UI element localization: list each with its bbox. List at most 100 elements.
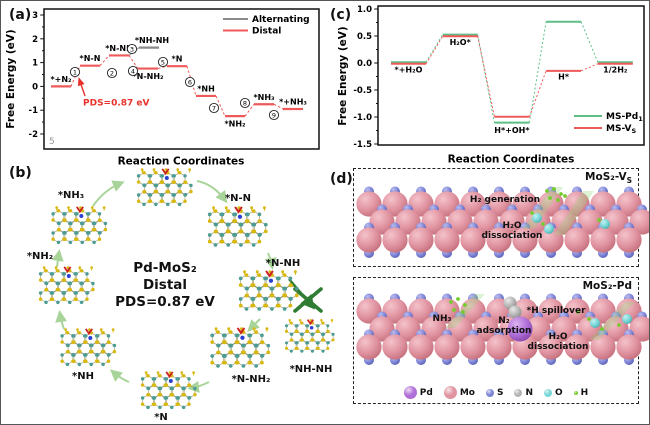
structure-thumbnail-nh3 — [47, 206, 112, 248]
svg-text:*N-N: *N-N — [80, 54, 101, 63]
svg-text:7: 7 — [212, 104, 216, 112]
annotation-h2o-dissociation: H₂O dissociation — [481, 221, 543, 241]
svg-text:*NH: *NH — [197, 84, 215, 93]
legend-item-s: S — [485, 387, 504, 398]
mos2-vs-slab-rendering — [356, 186, 649, 258]
mos2-pd-slab-rendering — [356, 293, 649, 365]
annotation-h2-generation: H₂ generation — [469, 195, 541, 205]
svg-text:3: 3 — [130, 45, 134, 53]
legend-item-h: H — [573, 387, 589, 398]
structure-label: *N — [154, 412, 168, 423]
svg-text:0.5: 0.5 — [357, 32, 372, 42]
h-atom-icon — [573, 390, 578, 395]
mos2-lattice-icon — [210, 327, 271, 368]
mo-atom-icon — [443, 386, 457, 399]
state-label: H* — [558, 73, 570, 82]
mos2-lattice-icon — [140, 371, 197, 410]
state-label: H₂O* — [450, 38, 472, 47]
structure-thumbnail-n — [135, 371, 203, 413]
legend-item-n: N — [514, 388, 533, 398]
legend-label: H — [580, 387, 589, 398]
legend-item-o: O — [544, 388, 563, 398]
svg-text:*+N₂: *+N₂ — [50, 75, 72, 84]
cycle-arrows — [51, 180, 277, 393]
svg-text:9: 9 — [272, 111, 276, 119]
svg-text:MS-VS: MS-VS — [606, 124, 636, 135]
svg-text:*N-NH: *N-NH — [105, 44, 133, 53]
cycle-pds: PDS=0.87 eV — [115, 294, 215, 310]
svg-text:1.0: 1.0 — [357, 5, 372, 15]
legend-label: S — [496, 387, 504, 398]
svg-text:MS-Pd1: MS-Pd1 — [606, 112, 643, 123]
panel-label-a: (a) — [9, 7, 32, 23]
cycle-title: Pd-MoS₂ — [133, 260, 197, 276]
legend-label: Mo — [459, 387, 475, 398]
mos2-lattice-icon — [284, 319, 335, 353]
svg-text:*NH₂: *NH₂ — [224, 120, 246, 129]
svg-text:0.0: 0.0 — [357, 59, 372, 69]
annotation-h-spillover: *H spillover — [526, 306, 586, 316]
arrow-nh3-to-catalyst — [92, 180, 125, 207]
structure-thumbnail-nhnh — [284, 315, 336, 360]
structure-label: *NH₃ — [57, 190, 85, 201]
pd-atom-icon — [403, 386, 417, 399]
series-MS-V — [391, 35, 633, 118]
svg-text:1: 1 — [73, 68, 77, 76]
state-label: *+H₂O — [395, 66, 423, 75]
arrow-n-to-nh — [109, 369, 130, 383]
y-axis-label-c: Free Energy (eV) — [337, 26, 349, 125]
series-distal: *+N₂ *N-N *N-NH *N-NH₂ *N *NH *NH₂ *NH₃ *+NH₃ — [50, 44, 307, 129]
svg-text:1: 1 — [32, 59, 38, 69]
arrow-nh2-to-nh3 — [51, 249, 64, 268]
panel-label-c: (c) — [330, 7, 352, 23]
arrow-nn-to-nnh — [264, 252, 277, 270]
structure-label: *N-NH — [265, 258, 301, 269]
series-MS-Pd — [391, 20, 633, 124]
structure-thumbnail-nh2 — [35, 266, 99, 308]
arrow-nnh-to-nnh2 — [247, 318, 261, 332]
mos2-pd-box: MoS₂-Pd NH₃ N₂ adsorption *H spillover H… — [353, 277, 649, 404]
svg-text:-2: -2 — [29, 130, 39, 140]
reaction-cycle-arrows — [51, 180, 323, 393]
svg-text:*+NH₃: *+NH₃ — [279, 98, 307, 107]
legend-label: O — [555, 387, 563, 398]
svg-text:0: 0 — [32, 82, 38, 92]
state-label: H*+OH* — [494, 126, 530, 135]
structure-thumbnail-catalyst — [134, 168, 196, 210]
mos2-lattice-icon — [207, 206, 268, 247]
slab-title-sub: S — [626, 176, 632, 186]
mos2-lattice-icon — [38, 266, 95, 305]
mos2-lattice-icon — [51, 206, 108, 245]
free-energy-diagram-nrr: 3 2 1 0 -1 -2 Free Energy (eV) Reaction Coordin… — [5, 8, 320, 168]
axes-a: 3 2 1 0 -1 -2 — [29, 8, 320, 150]
svg-text:8: 8 — [243, 99, 247, 107]
annotation-n2-adsorption: N₂ adsorption — [476, 316, 532, 336]
svg-text:3: 3 — [32, 11, 38, 21]
svg-text:*N-NH₂: *N-NH₂ — [132, 72, 164, 81]
axes-c: 1.0 0.5 0.0 -0.5 -1.0 -1.5 — [353, 5, 645, 150]
structure-thumbnail-nn — [206, 206, 270, 251]
svg-text:*NH₃: *NH₃ — [253, 93, 275, 102]
cycle-center-text: Pd-MoS₂ Distal PDS=0.87 eV — [107, 260, 223, 311]
panel-label-b: (b) — [9, 165, 32, 181]
legend-item-pd: Pd — [403, 386, 433, 399]
slab-title-mos2-vs: MoS₂-VS — [585, 171, 632, 185]
cycle-mechanism: Distal — [142, 277, 188, 293]
svg-text:Alternating: Alternating — [252, 15, 310, 25]
free-energy-diagram-her: 1.0 0.5 0.0 -0.5 -1.0 -1.5 Free Energy (eV) Rea… — [337, 5, 645, 166]
svg-text:-1.0: -1.0 — [353, 113, 372, 123]
pds-annotation: PDS=0.87 eV — [83, 99, 150, 109]
structure-thumbnail-nnh — [236, 270, 302, 315]
legend-a: Alternating Distal — [223, 15, 310, 37]
mos2-lattice-icon — [60, 328, 117, 367]
svg-text:4: 4 — [131, 67, 135, 75]
structure-label: *N-NH₂ — [231, 374, 271, 385]
arrow-catalyst-to-nn — [196, 180, 228, 204]
legend-label: N — [525, 387, 533, 398]
slab-title-mos2-pd: MoS₂-Pd — [583, 280, 632, 294]
slab-title-text: MoS₂-V — [585, 171, 627, 183]
s-atom-icon — [485, 388, 494, 397]
structure-thumbnail-nnh2 — [207, 327, 274, 372]
o-atom-icon — [544, 388, 552, 397]
arrow-nnh2-to-n — [187, 381, 210, 393]
